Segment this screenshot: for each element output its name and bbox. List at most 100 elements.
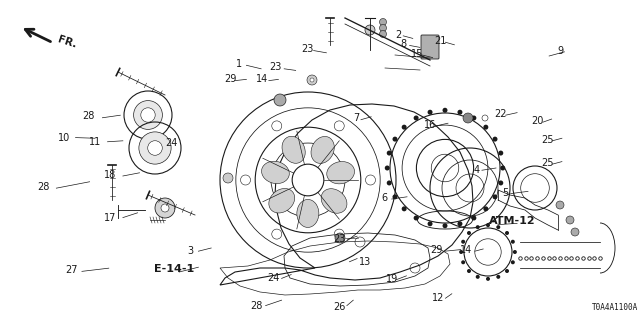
Circle shape (392, 194, 397, 199)
Text: 25: 25 (541, 158, 554, 168)
Circle shape (155, 198, 175, 218)
Text: E-14-1: E-14-1 (154, 264, 194, 274)
Text: 11: 11 (88, 137, 101, 148)
Text: 6: 6 (381, 193, 387, 203)
Text: 19: 19 (385, 274, 398, 284)
Text: 24: 24 (268, 273, 280, 283)
Text: 27: 27 (65, 265, 78, 276)
Text: 28: 28 (82, 111, 95, 121)
Circle shape (335, 233, 345, 243)
Text: 14: 14 (256, 74, 269, 84)
Circle shape (486, 277, 490, 281)
Circle shape (139, 132, 171, 164)
Ellipse shape (321, 189, 347, 213)
Circle shape (505, 269, 509, 273)
Circle shape (380, 19, 387, 26)
Ellipse shape (297, 199, 319, 228)
Circle shape (472, 215, 476, 220)
Circle shape (496, 275, 500, 279)
Circle shape (513, 250, 517, 254)
Circle shape (380, 25, 387, 31)
Circle shape (461, 240, 465, 244)
Text: 12: 12 (431, 293, 444, 303)
Circle shape (310, 78, 314, 82)
Text: 14: 14 (460, 245, 472, 255)
Circle shape (387, 150, 392, 156)
Circle shape (511, 260, 515, 264)
Circle shape (141, 108, 155, 122)
Text: 20: 20 (531, 116, 544, 126)
Circle shape (486, 223, 490, 227)
Circle shape (402, 125, 406, 130)
Circle shape (161, 204, 169, 212)
Text: 29: 29 (224, 74, 237, 84)
Text: 2: 2 (395, 29, 401, 40)
Circle shape (365, 175, 376, 185)
Text: 3: 3 (188, 246, 194, 256)
Text: 15: 15 (411, 49, 424, 59)
Circle shape (499, 180, 503, 186)
Circle shape (499, 150, 503, 156)
Circle shape (413, 116, 419, 121)
Circle shape (566, 216, 574, 224)
Text: 8: 8 (400, 39, 406, 49)
Circle shape (365, 25, 375, 35)
Text: 9: 9 (557, 45, 564, 56)
Circle shape (500, 165, 505, 171)
Circle shape (483, 206, 488, 211)
Circle shape (476, 225, 480, 229)
Circle shape (467, 231, 471, 235)
Circle shape (428, 221, 433, 226)
Text: 1: 1 (236, 59, 243, 69)
Circle shape (134, 100, 163, 129)
Text: T0A4A1100A: T0A4A1100A (592, 303, 638, 312)
Circle shape (467, 269, 471, 273)
Circle shape (223, 173, 233, 183)
Text: 5: 5 (502, 188, 509, 198)
Circle shape (459, 250, 463, 254)
Text: 10: 10 (58, 132, 70, 143)
Circle shape (472, 116, 476, 121)
Ellipse shape (269, 188, 294, 213)
Circle shape (334, 229, 344, 239)
Text: 28: 28 (250, 300, 262, 311)
Circle shape (392, 137, 397, 142)
Text: 17: 17 (104, 212, 116, 223)
Text: 7: 7 (353, 113, 359, 124)
Text: ATM-12: ATM-12 (489, 216, 535, 226)
Circle shape (385, 165, 390, 171)
Circle shape (241, 175, 250, 185)
Circle shape (272, 121, 282, 131)
Circle shape (476, 275, 480, 279)
Circle shape (428, 110, 433, 115)
Circle shape (571, 228, 579, 236)
Text: 23: 23 (301, 44, 314, 54)
Ellipse shape (311, 136, 334, 164)
Circle shape (463, 113, 473, 123)
Text: 26: 26 (333, 301, 346, 312)
Ellipse shape (282, 136, 305, 163)
Circle shape (556, 201, 564, 209)
Text: 24: 24 (165, 138, 178, 148)
Text: 22: 22 (494, 108, 507, 119)
Circle shape (483, 125, 488, 130)
Text: 23: 23 (333, 234, 346, 244)
FancyBboxPatch shape (421, 35, 439, 59)
Circle shape (493, 194, 497, 199)
Text: 21: 21 (434, 36, 447, 46)
Ellipse shape (262, 161, 289, 184)
Ellipse shape (327, 162, 355, 184)
Circle shape (458, 221, 463, 226)
Circle shape (413, 215, 419, 220)
Circle shape (496, 225, 500, 229)
Text: 18: 18 (104, 170, 116, 180)
Circle shape (334, 121, 344, 131)
Text: 23: 23 (269, 62, 282, 72)
Text: 25: 25 (541, 135, 554, 145)
Text: FR.: FR. (56, 34, 77, 50)
Circle shape (442, 223, 447, 228)
Circle shape (272, 229, 282, 239)
Circle shape (307, 75, 317, 85)
Circle shape (458, 110, 463, 115)
Circle shape (442, 108, 447, 113)
